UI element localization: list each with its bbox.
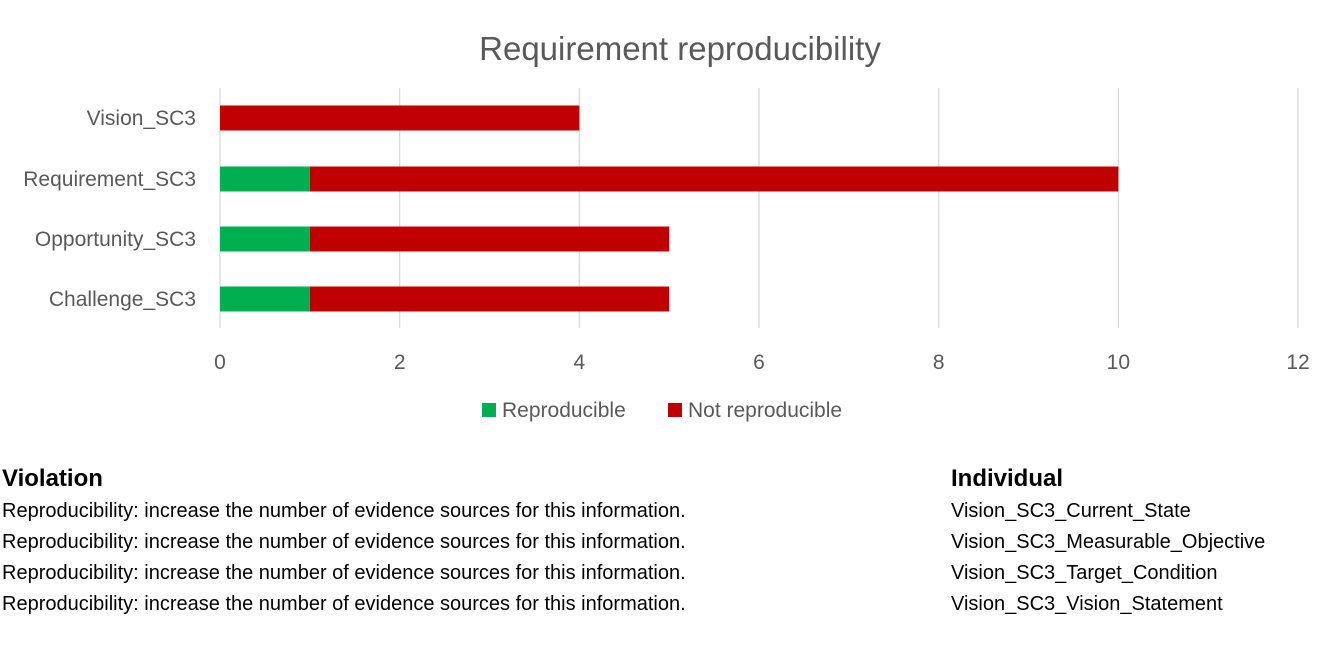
x-tick-label: 2 [394, 351, 406, 374]
individual-cell: Vision_SC3_Measurable_Objective [951, 531, 1266, 553]
legend-swatch [482, 403, 496, 417]
bar-segment [309, 166, 1119, 192]
category-label: Opportunity_SC3 [35, 228, 196, 251]
category-label: Vision_SC3 [87, 107, 196, 130]
legend-swatch [668, 403, 682, 417]
individual-column: Individual Vision_SC3_Current_State Visi… [951, 462, 1331, 620]
x-tick-label: 4 [573, 351, 585, 374]
chart: Requirement reproducibility Vision_SC3 Re… [23, 30, 1310, 422]
violation-cell: Reproducibility: increase the number of … [2, 562, 686, 584]
legend-label: Reproducible [502, 399, 626, 422]
x-tick-label: 12 [1286, 351, 1309, 374]
legend-label: Not reproducible [688, 399, 842, 422]
x-axis-tick-labels: 0 2 4 6 8 10 12 [214, 351, 1310, 374]
violation-cell: Reproducibility: increase the number of … [2, 500, 686, 522]
x-tick-label: 0 [214, 351, 226, 374]
violation-cell: Reproducibility: increase the number of … [2, 593, 686, 615]
individual-cell: Vision_SC3_Current_State [951, 500, 1191, 522]
category-labels: Vision_SC3 Requirement_SC3 Opportunity_SC3… [23, 107, 196, 311]
category-label: Requirement_SC3 [23, 168, 196, 191]
category-label: Challenge_SC3 [49, 288, 196, 311]
x-tick-label: 6 [753, 351, 765, 374]
x-tick-label: 10 [1107, 351, 1130, 374]
individual-header: Individual [951, 465, 1064, 492]
violation-column: Violation Reproducibility: increase the … [2, 462, 902, 620]
bar-segment [220, 105, 580, 131]
bar-segment [309, 286, 670, 312]
chart-title: Requirement reproducibility [479, 30, 881, 67]
legend: Reproducible Not reproducible [482, 399, 842, 422]
bar-segment [220, 226, 310, 252]
violation-cell: Reproducibility: increase the number of … [2, 531, 686, 553]
bar-segment [309, 226, 670, 252]
x-tick-label: 8 [933, 351, 945, 374]
individual-cell: Vision_SC3_Vision_Statement [951, 593, 1223, 615]
violation-header: Violation [2, 465, 103, 492]
bar-segment [220, 166, 310, 192]
individual-cell: Vision_SC3_Target_Condition [951, 562, 1218, 584]
bar-segment [220, 286, 310, 312]
bars [220, 105, 1119, 312]
